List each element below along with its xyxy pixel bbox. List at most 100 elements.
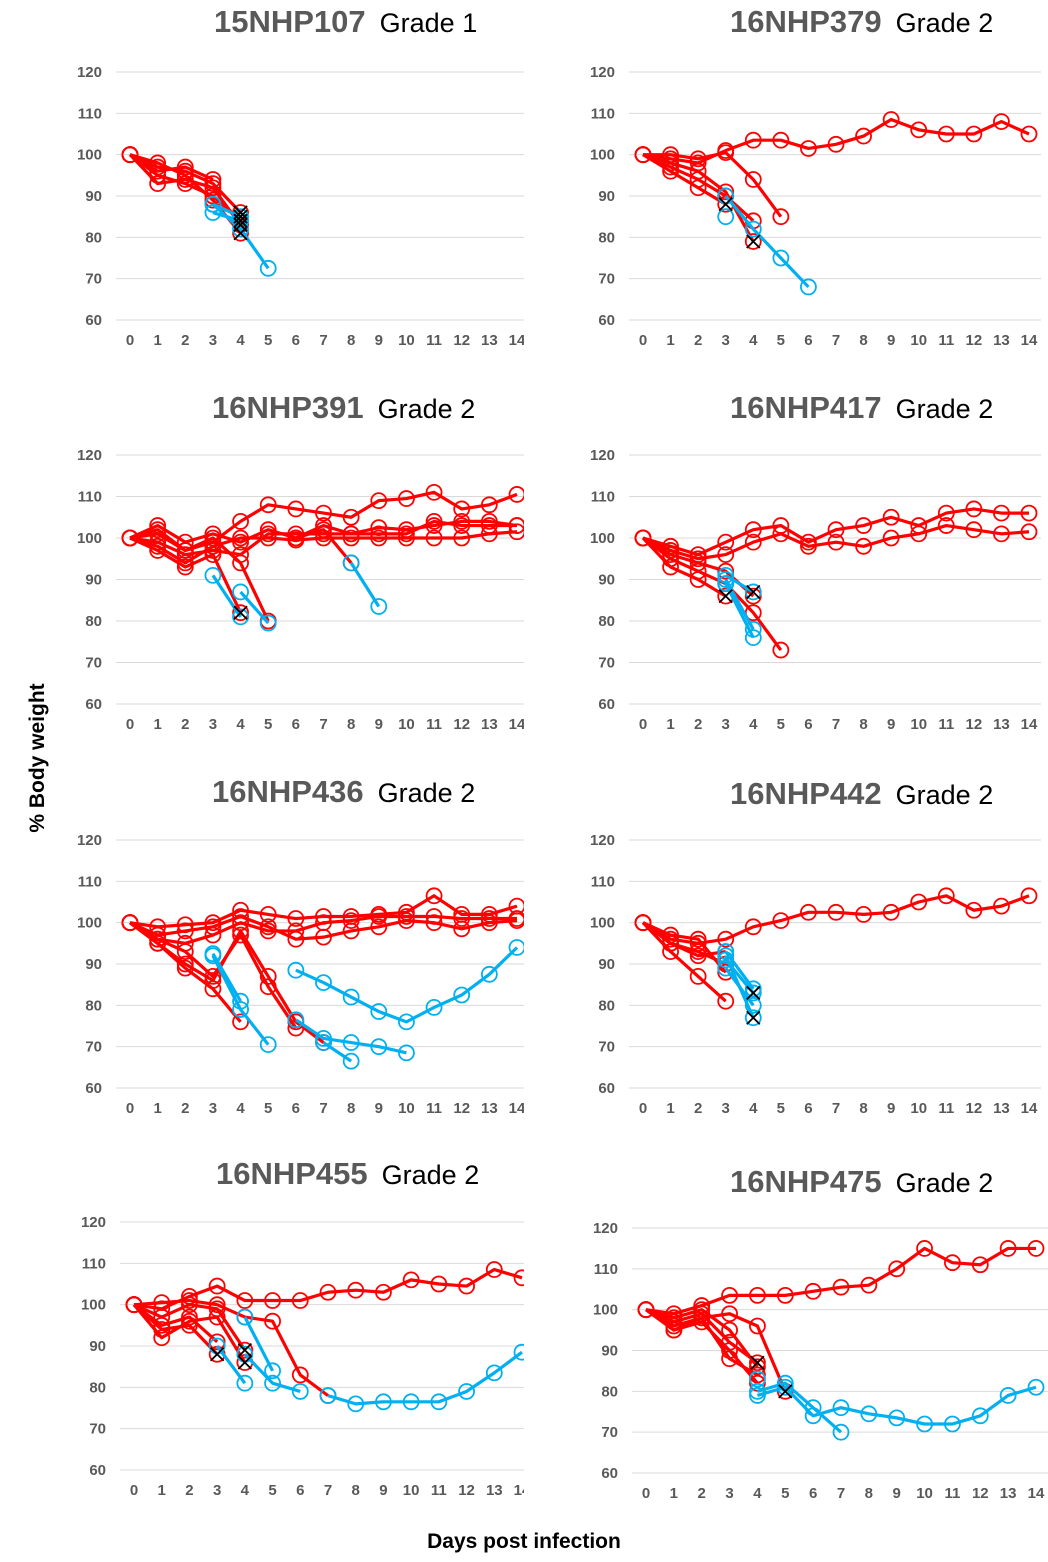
data-point-red <box>662 546 679 564</box>
data-point-blue <box>776 1378 794 1396</box>
data-point-red <box>485 1261 503 1278</box>
x-tick-label: 7 <box>837 1485 845 1502</box>
data-point-red <box>693 1309 711 1327</box>
data-point-red <box>319 1283 337 1301</box>
data-point-red <box>370 918 388 936</box>
series-line-red <box>133 1303 247 1352</box>
data-point-red <box>855 517 872 534</box>
death-cross-marker <box>746 985 761 1001</box>
data-point-red <box>398 529 415 547</box>
data-point-red <box>402 1271 420 1289</box>
data-point-red <box>937 125 955 143</box>
death-cross-marker <box>233 605 248 620</box>
data-point-blue <box>744 996 762 1014</box>
panel-grade: Grade 2 <box>377 778 476 808</box>
y-tick-label: 60 <box>598 312 615 329</box>
data-point-red <box>204 171 222 188</box>
data-point-blue <box>259 1036 277 1054</box>
death-cross-marker <box>210 1347 225 1362</box>
data-point-blue <box>232 583 249 601</box>
data-point-red <box>149 542 167 559</box>
data-point-red <box>772 912 790 930</box>
data-point-red <box>480 512 498 530</box>
data-point-red <box>176 943 194 961</box>
data-point-red <box>882 111 900 128</box>
death-cross-marker <box>718 588 733 604</box>
x-tick-label: 9 <box>887 332 895 349</box>
data-point-red <box>689 967 707 985</box>
y-tick-label: 60 <box>85 1080 102 1097</box>
data-point-red <box>744 233 762 250</box>
data-point-red <box>425 529 443 547</box>
x-tick-label: 7 <box>319 332 327 349</box>
y-tick-label: 110 <box>594 1261 618 1278</box>
data-point-red <box>662 550 679 568</box>
x-tick-label: 4 <box>749 1100 758 1117</box>
data-point-red <box>204 980 222 998</box>
x-tick-label: 13 <box>1000 1485 1017 1502</box>
data-point-red <box>204 546 222 564</box>
data-point-red <box>888 1260 906 1278</box>
data-point-red <box>776 1286 794 1304</box>
x-tick-label: 14 <box>509 1100 524 1117</box>
data-point-red <box>259 978 277 996</box>
data-point-blue <box>717 566 735 584</box>
x-tick-label: 0 <box>639 332 647 349</box>
data-point-red <box>176 959 194 977</box>
data-point-blue <box>259 614 277 632</box>
series-line-red <box>645 1308 759 1385</box>
x-tick-label: 10 <box>403 1482 420 1499</box>
data-point-blue <box>744 980 762 998</box>
panel-id: 16NHP379 <box>730 4 882 39</box>
panel-grade: Grade 2 <box>895 780 994 810</box>
x-tick-label: 11 <box>938 1100 954 1117</box>
data-point-blue <box>236 1374 254 1392</box>
x-tick-label: 0 <box>639 1100 647 1117</box>
data-point-red <box>916 1240 933 1257</box>
data-point-red <box>717 562 735 580</box>
data-point-red <box>370 492 388 510</box>
data-point-blue <box>717 943 735 961</box>
data-point-red <box>944 1254 961 1272</box>
y-axis-label: % Body weight <box>26 683 49 833</box>
y-tick-label: 70 <box>85 655 102 672</box>
data-point-red <box>971 1256 989 1274</box>
data-point-red <box>717 992 735 1010</box>
data-point-blue <box>744 1009 762 1027</box>
x-tick-label: 5 <box>264 332 272 349</box>
x-tick-label: 4 <box>236 1100 245 1117</box>
data-point-red <box>749 1286 766 1304</box>
y-tick-label: 110 <box>591 105 615 122</box>
data-point-red <box>721 1305 738 1323</box>
x-tick-label: 0 <box>126 332 134 349</box>
data-point-red <box>453 920 471 938</box>
panel-16NHP417: 16NHP417 Grade 2 60 70 80 90 100 110 120 0 1 2 3 4 5 6… <box>524 384 1048 764</box>
x-tick-label: 9 <box>375 716 383 733</box>
x-tick-label: 8 <box>859 1100 867 1117</box>
x-tick-label: 8 <box>347 1100 355 1117</box>
x-tick-label: 4 <box>236 716 245 733</box>
x-tick-label: 12 <box>966 716 983 733</box>
x-tick-label: 11 <box>426 716 442 733</box>
x-tick-label: 5 <box>264 716 272 733</box>
y-tick-label: 110 <box>82 1255 106 1272</box>
data-point-red <box>153 1316 171 1334</box>
panel-title: 16NHP442 Grade 2 <box>730 776 993 812</box>
series-line-red <box>642 153 727 206</box>
data-point-blue <box>370 598 388 615</box>
death-cross-marker <box>233 226 248 241</box>
panel-title: 16NHP391 Grade 2 <box>212 390 475 426</box>
x-tick-label: 7 <box>832 332 840 349</box>
data-point-red <box>800 140 817 157</box>
panel-title: 16NHP379 Grade 2 <box>730 4 993 40</box>
x-tick-label: 7 <box>832 716 840 733</box>
data-point-red <box>176 955 194 973</box>
data-point-blue <box>999 1387 1017 1404</box>
data-point-red <box>287 910 305 927</box>
death-cross-marker <box>778 1384 793 1399</box>
data-point-blue <box>398 1044 415 1062</box>
x-tick-label: 7 <box>324 1482 332 1499</box>
y-tick-label: 90 <box>85 572 102 589</box>
